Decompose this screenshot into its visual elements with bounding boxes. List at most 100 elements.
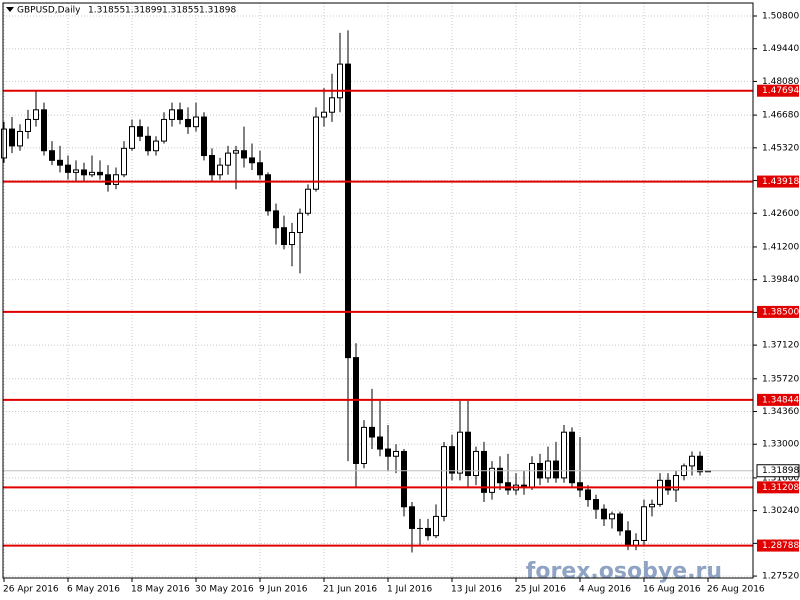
candle-body (17, 130, 23, 147)
candle-body (217, 164, 223, 176)
bid-label-box (756, 464, 800, 478)
candle-body (569, 431, 575, 484)
candle-body (545, 460, 551, 479)
x-tick-label: 1 Jul 2016 (387, 585, 432, 595)
candle-body (481, 450, 487, 493)
candle-body (385, 448, 391, 457)
candle-body (345, 63, 351, 359)
candle-body (281, 227, 287, 246)
candle-body (369, 426, 375, 438)
x-tick-label: 16 Aug 2016 (643, 585, 701, 595)
candle-body (633, 539, 639, 546)
x-tick-label: 21 Jun 2016 (323, 585, 377, 595)
candle-body (577, 482, 583, 491)
candle-body (353, 357, 359, 464)
plot-border (2, 2, 754, 579)
x-tick-label: 25 Jul 2016 (515, 585, 566, 595)
candle-body (689, 455, 695, 467)
candle-body (241, 150, 247, 159)
candle-body (201, 116, 207, 157)
x-tick-label: 26 Aug 2016 (707, 585, 765, 595)
candle-body (305, 188, 311, 214)
candle-body (289, 232, 295, 246)
candle-body (113, 174, 119, 185)
candle-body (41, 109, 47, 152)
candles (1, 30, 753, 553)
candle-body (497, 467, 503, 484)
level-label: 1.43918 (762, 177, 799, 187)
candle-body (601, 508, 607, 520)
candle-body (441, 446, 447, 517)
y-tick-label: 1.30240 (762, 506, 799, 516)
chart-title: GBPUSD,Daily (17, 6, 81, 16)
header-open: 1.31855 (88, 6, 125, 16)
y-tick-label: 1.34360 (762, 407, 799, 417)
candle-body (161, 118, 167, 142)
level-label-box (757, 84, 799, 97)
y-tick-label: 1.39840 (762, 275, 799, 285)
level-label: 1.34844 (762, 395, 799, 405)
candle-body (33, 109, 39, 120)
candle-body (129, 126, 135, 149)
candle-body (153, 140, 159, 152)
candle-body (145, 135, 151, 152)
header-prices: 1.31855 1.31899 1.31855 1.31898 (88, 6, 236, 16)
level-label: 1.38500 (762, 307, 799, 317)
candle-body (465, 431, 471, 477)
level-label: 1.31208 (762, 483, 799, 493)
candle-body (89, 171, 95, 176)
candle-body (225, 152, 231, 166)
candle-body (249, 157, 255, 164)
header-close: 1.31898 (199, 6, 236, 16)
candle-body (273, 210, 279, 229)
candle-body (73, 169, 79, 173)
level-label-box (757, 481, 799, 494)
header-high: 1.31899 (125, 6, 162, 16)
candle-body (505, 482, 511, 491)
level-label-box (757, 539, 799, 552)
candle-body (25, 118, 31, 132)
candle-body (561, 431, 567, 479)
x-tick-label: 9 Jun 2016 (259, 585, 308, 595)
candle-body (185, 118, 191, 128)
candle-body (425, 527, 431, 537)
watermark: forex.osobye.ru (526, 559, 722, 584)
candle-body (233, 150, 239, 154)
candle-body (265, 174, 271, 212)
candle-body (529, 462, 535, 489)
candle-body (377, 436, 383, 450)
candle-body (585, 489, 591, 501)
candle-body (9, 128, 15, 147)
candle-body (297, 212, 303, 234)
candle-body (65, 164, 71, 173)
candle-body (409, 506, 415, 529)
bid-label: 1.31898 (762, 466, 799, 476)
candle-body (609, 513, 615, 520)
candle-body (313, 116, 319, 190)
x-tick-label: 18 May 2016 (131, 585, 190, 595)
y-tick-label: 1.46680 (762, 111, 799, 121)
candle-body (209, 155, 215, 176)
candle-body (321, 111, 327, 118)
y-tick-label: 1.37120 (762, 341, 799, 351)
candle-body (49, 150, 55, 161)
candle-body (649, 503, 655, 508)
y-tick-label: 1.49440 (762, 44, 799, 54)
candle-body (641, 506, 647, 541)
y-tick-label: 1.31600 (762, 473, 799, 483)
candle-body (665, 479, 671, 491)
axis-labels: 1.50800 1.49440 1.48080 1.46680 1.45320 1.439… (3, 11, 800, 595)
x-tick-label: 6 May 2016 (67, 585, 120, 595)
candle-body (81, 169, 87, 176)
menu-icon[interactable] (6, 7, 14, 12)
y-tick-label: 1.42600 (762, 209, 799, 219)
level-label-box (757, 175, 799, 188)
level-label: 1.28788 (762, 541, 799, 551)
candle-body (337, 63, 343, 99)
candle-body (105, 174, 111, 185)
y-tick-label: 1.41200 (762, 242, 799, 252)
candle-body (473, 450, 479, 477)
candle-body (457, 431, 463, 474)
